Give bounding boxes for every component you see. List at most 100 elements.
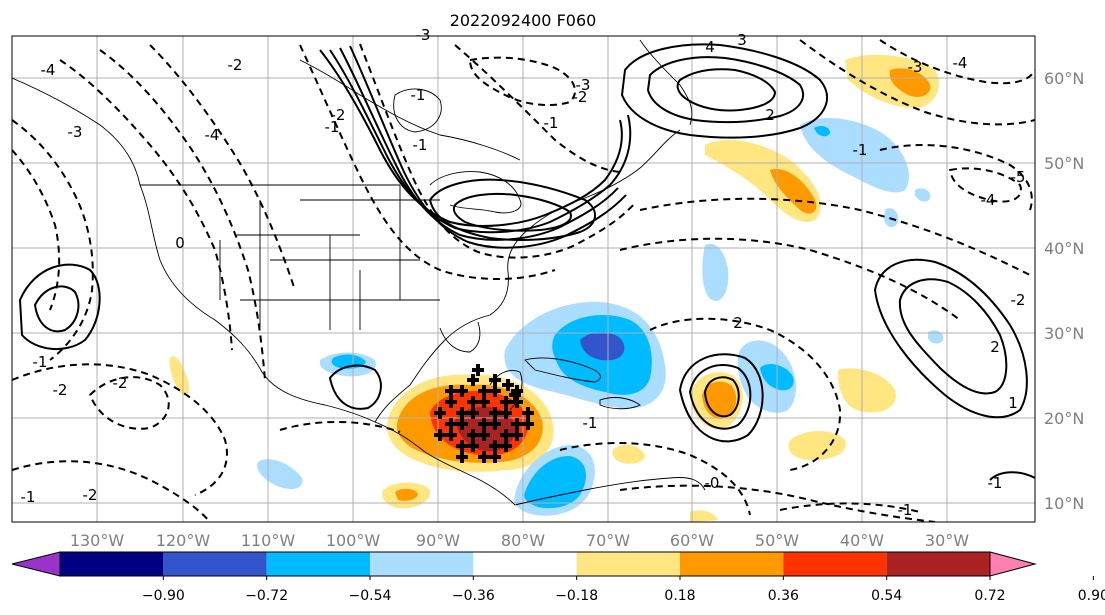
longitude-labels: 130°W 120°W 110°W 100°W 90°W 80°W 70°W 60°W 50°W… [70,531,969,550]
state-borders [140,184,440,330]
warm-blob-greenland-core [889,68,931,97]
significance-marker [434,429,446,441]
significance-marker [489,440,501,452]
contour-label: -3 [908,58,923,76]
contour-label: -1 [411,86,426,104]
warm-spot-caribbean [612,444,645,464]
lon-label: 60°W [670,531,714,550]
contour-pacific-high [18,263,101,351]
significance-marker [522,407,534,419]
cool-spot-east-atlantic [928,330,944,344]
cool-spot-mid-atlantic-2 [915,188,931,202]
contour-atlantic-low-2 [948,167,1022,203]
colorbar-segment [370,552,474,576]
significance-marker [456,418,468,430]
warm-blob-east-atlantic [838,368,896,413]
map-frame [11,35,1036,523]
contour-pacific-5 [149,44,296,291]
contour-mexico-high [328,364,382,410]
contour-east-high-2 [898,278,1008,395]
contour-high-3 [676,68,777,112]
hispaniola [599,397,641,410]
contour-label: -1 [33,353,48,371]
lat-label: 10°N [1044,494,1084,513]
pacific-coast [12,77,516,506]
significance-marker [456,385,468,397]
map-area [12,36,1035,522]
contour-label: -1 [544,114,559,132]
contour-label: -4 [981,191,996,209]
contour-label: 1 [1008,394,1018,412]
significance-marker [456,451,468,463]
contour-labrador-low [468,56,576,107]
great-lakes [429,171,522,214]
colorbar-tick-labels: −0.90 −0.72 −0.54 −0.36 −0.18 0.18 0.36 0.54 0.7… [142,576,1105,604]
figure-title: 2022092400 F060 [450,11,597,30]
contour-tropical-1 [12,363,228,496]
colorbar-tick-label: 0.18 [664,588,695,604]
significance-marker [467,396,479,408]
contour-jet-3 [339,47,619,241]
contour-pacific-1 [12,119,94,361]
colorbar-extend-high [989,551,1037,577]
contour-label: -2 [1011,291,1026,309]
contour-ne-2 [799,39,1035,126]
significance-marker [467,407,479,419]
contour-label: -1 [853,141,868,159]
florida-gulf [439,321,481,353]
colorbar-tick-label: −0.18 [555,588,598,604]
contour-high-2 [646,56,805,124]
contour-south-1 [559,442,751,516]
cool-spot-north-atlantic [814,125,830,137]
significance-marker [511,418,523,430]
contour-label: -1 [325,118,340,136]
contour-hurricane-1 [688,364,752,430]
contour-label: -5 [1011,168,1026,186]
colorbar-segment [60,552,164,576]
lon-label: 120°W [156,531,211,550]
hudson-bay [393,88,442,133]
cool-streak-west-atlantic [702,243,729,301]
contour-atlantic-low-1 [879,144,1033,211]
lat-label: 60°N [1044,69,1084,88]
significance-marker [489,451,501,463]
significance-marker [500,407,512,419]
lon-label: 130°W [70,531,125,550]
contour-south-2 [619,484,936,522]
significance-marker [445,429,457,441]
contour-quebec [454,44,621,173]
contour-jet-4 [349,45,627,249]
colorbar-extend-low [11,551,61,577]
contour-se-corner [989,471,1035,481]
significance-marker [467,429,479,441]
contour-low-2 [452,192,572,232]
contour-label: -2 [83,486,98,504]
contour-label: -1 [583,414,598,432]
significance-marker [478,396,490,408]
contour-label: -2 [113,374,128,392]
contour-low-1 [428,178,596,241]
contour-label: -2 [53,381,68,399]
colorbar-segment [680,552,784,576]
contour-tropical-low [88,376,170,430]
lon-label: 50°W [755,531,799,550]
colorbar-tick-label: 0.90 [1078,588,1105,604]
lat-label: 30°N [1044,324,1084,343]
warm-streak-newfoundland-core [770,169,817,214]
contour-high-1 [620,43,829,139]
significance-markers [434,364,534,463]
contour-south-3 [779,502,921,513]
significance-marker [522,418,534,430]
contour-label: -2 [228,56,243,74]
cool-blob-south-core [524,455,586,509]
contour-label: -3 [416,26,431,44]
contour-pacific-4 [99,49,266,381]
colorbar-segment [886,552,990,576]
colorbar-tick-label: 0.54 [871,588,902,604]
shaded-fields [169,54,944,522]
contour-label: 0 [175,234,185,252]
contour-label: 2 [765,106,775,124]
significance-marker [511,396,523,408]
